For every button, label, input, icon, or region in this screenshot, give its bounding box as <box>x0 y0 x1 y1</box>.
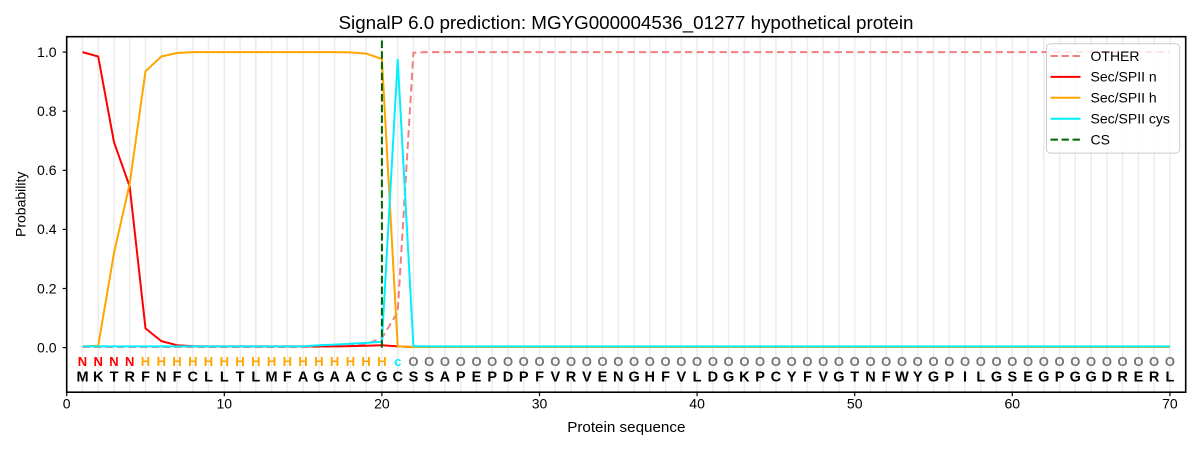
svg-text:20: 20 <box>374 396 390 412</box>
svg-text:0.8: 0.8 <box>37 103 57 119</box>
svg-text:70: 70 <box>1162 396 1178 412</box>
svg-text:Sec/SPII h: Sec/SPII h <box>1091 90 1157 106</box>
svg-text:0.6: 0.6 <box>37 162 57 178</box>
svg-text:40: 40 <box>689 396 705 412</box>
svg-text:10: 10 <box>217 396 233 412</box>
svg-text:Protein sequence: Protein sequence <box>567 419 685 436</box>
svg-text:SignalP 6.0 prediction: MGYG00: SignalP 6.0 prediction: MGYG000004536_01… <box>339 12 914 34</box>
svg-text:50: 50 <box>847 396 863 412</box>
svg-text:Sec/SPII cys: Sec/SPII cys <box>1091 111 1170 127</box>
svg-text:Probability: Probability <box>12 172 28 237</box>
svg-text:0.4: 0.4 <box>37 221 57 237</box>
svg-text:OTHER: OTHER <box>1091 48 1140 64</box>
svg-text:60: 60 <box>1005 396 1021 412</box>
svg-text:0.0: 0.0 <box>37 339 57 355</box>
svg-text:1.0: 1.0 <box>37 44 57 60</box>
svg-text:30: 30 <box>532 396 548 412</box>
svg-text:0.2: 0.2 <box>37 280 57 296</box>
svg-text:CS: CS <box>1091 131 1110 147</box>
svg-text:0: 0 <box>63 396 71 412</box>
svg-text:Sec/SPII n: Sec/SPII n <box>1091 69 1157 85</box>
